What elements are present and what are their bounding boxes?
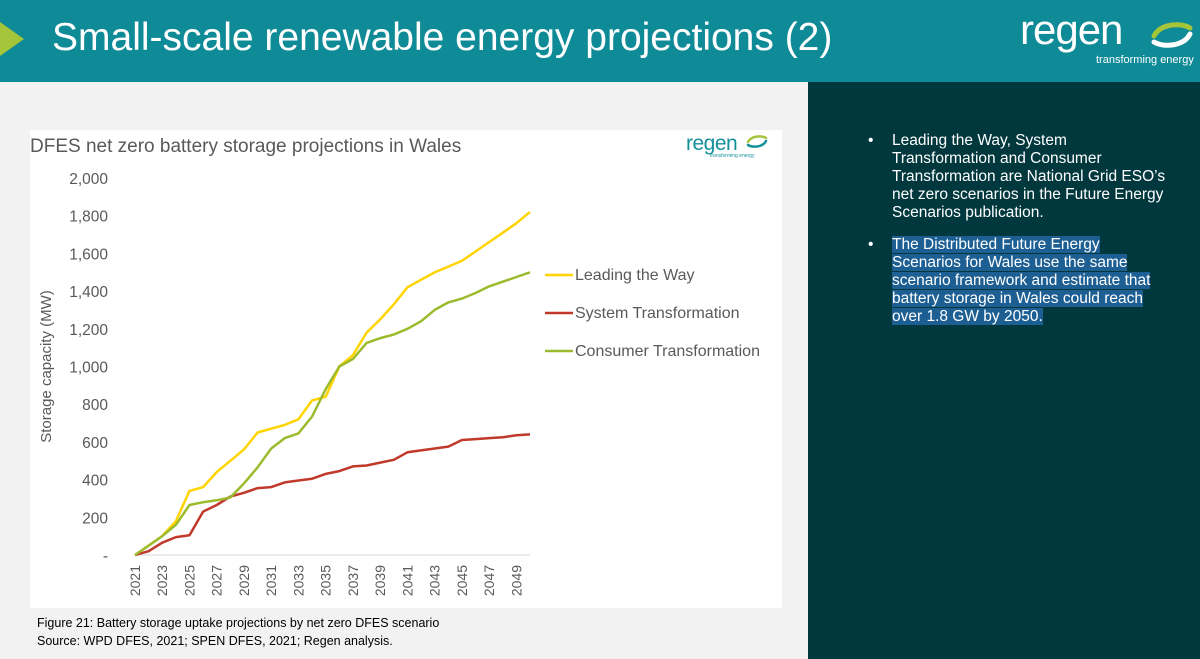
legend-label: System Transformation <box>575 305 740 322</box>
chart-logo-wordmark: regen <box>686 132 738 155</box>
y-tick-label: 1,400 <box>69 284 108 301</box>
chart-title: DFES net zero battery storage projection… <box>30 136 462 157</box>
y-tick-label: 1,600 <box>69 246 108 263</box>
notes-panel <box>808 82 1200 659</box>
x-tick-label: 2037 <box>345 565 361 596</box>
line-chart: - 200 400 600 800 1,000 1,200 1,400 1,600 1,800 2,… <box>38 171 760 596</box>
x-tick-label: 2033 <box>290 565 306 596</box>
header-arrow-accent <box>0 22 24 56</box>
y-tick-label: 1,200 <box>69 322 108 339</box>
y-tick-label: 1,000 <box>69 360 108 377</box>
y-tick-label: 400 <box>82 473 108 490</box>
x-tick-label: 2031 <box>263 565 279 596</box>
x-tick-label: 2047 <box>481 565 497 596</box>
caption-line-2: Source: WPD DFES, 2021; SPEN DFES, 2021;… <box>37 634 393 648</box>
figure-caption: Figure 21: Battery storage uptake projec… <box>37 614 439 650</box>
regen-logo: regen transforming energy <box>1020 6 1195 70</box>
legend-label: Consumer Transformation <box>575 343 760 360</box>
y-tick-label: 800 <box>82 397 108 414</box>
logo-swirl-icon <box>1151 22 1193 48</box>
x-tick-label: 2049 <box>508 565 524 596</box>
series-line <box>134 271 531 557</box>
bullet-dot-icon: • <box>868 132 874 149</box>
bullet-list: • Leading the Way, System Transformation… <box>868 132 1168 340</box>
slide-header: Small-scale renewable energy projections… <box>0 0 1200 82</box>
y-axis-label: Storage capacity (MW) <box>38 290 55 443</box>
x-tick-label: 2043 <box>427 565 443 596</box>
bullet-dot-icon: • <box>868 236 874 253</box>
bullet-item: • The Distributed Future Energy Scenario… <box>868 236 1168 326</box>
page-title: Small-scale renewable energy projections… <box>52 16 833 59</box>
bullet-text: Leading the Way, System Transformation a… <box>892 132 1166 221</box>
chart-logo-swirl-icon <box>746 135 768 148</box>
x-tick-label: 2027 <box>209 565 225 596</box>
y-tick-label: 1,800 <box>69 209 108 226</box>
x-tick-label: 2035 <box>318 565 334 596</box>
caption-line-1: Figure 21: Battery storage uptake projec… <box>37 616 440 630</box>
x-tick-label: 2039 <box>372 565 388 596</box>
logo-tagline: transforming energy <box>1096 54 1194 66</box>
x-tick-label: 2021 <box>127 565 143 596</box>
x-tick-label: 2041 <box>399 565 415 596</box>
highlighted-text: The Distributed Future Energy Scenarios … <box>892 236 1151 325</box>
y-tick-label: - <box>103 548 108 565</box>
legend-label: Leading the Way <box>575 267 694 284</box>
x-tick-label: 2045 <box>454 565 470 596</box>
x-tick-label: 2025 <box>181 565 197 596</box>
bullet-text-highlighted: The Distributed Future Energy Scenarios … <box>892 236 1168 326</box>
chart-logo-tagline: transforming energy <box>710 153 755 159</box>
bullet-item: • Leading the Way, System Transformation… <box>868 132 1168 222</box>
chart-regen-logo: regen transforming energy <box>686 130 776 160</box>
x-tick-label: 2029 <box>236 565 252 596</box>
y-tick-label: 600 <box>82 435 108 452</box>
y-tick-label: 200 <box>82 510 108 527</box>
series-line <box>134 210 531 557</box>
chart-card: - 200 400 600 800 1,000 1,200 1,400 1,600 1,800 2,… <box>30 130 782 608</box>
y-tick-label: 2,000 <box>69 171 108 188</box>
x-tick-label: 2023 <box>154 565 170 596</box>
series-line <box>134 433 531 557</box>
logo-wordmark: regen <box>1020 6 1123 53</box>
